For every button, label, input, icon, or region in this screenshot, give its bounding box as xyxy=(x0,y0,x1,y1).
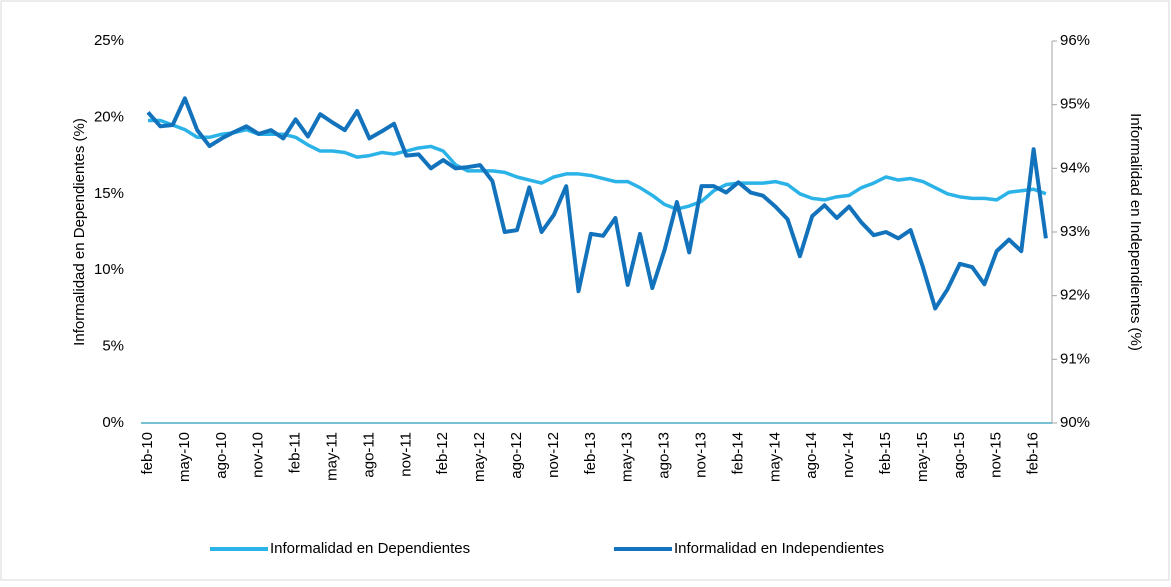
y2-tick-label: 94% xyxy=(1060,159,1090,176)
x-tick-label: may-14 xyxy=(766,432,783,482)
legend-label: Informalidad en Dependientes xyxy=(270,540,470,557)
x-tick-label: nov-13 xyxy=(692,432,709,478)
x-tick-label: feb-15 xyxy=(877,432,894,475)
y2-tick-label: 93% xyxy=(1060,223,1090,240)
y-tick-label: 10% xyxy=(94,261,124,278)
x-tick-label: feb-14 xyxy=(729,432,746,475)
x-tick-label: ago-14 xyxy=(803,432,820,479)
y2-tick-label: 92% xyxy=(1060,287,1090,304)
x-tick-label: may-11 xyxy=(323,432,340,481)
x-tick-label: may-15 xyxy=(914,432,931,482)
series-line xyxy=(146,96,1048,311)
x-tick-label: may-12 xyxy=(471,432,488,482)
y2-tick-label: 96% xyxy=(1060,32,1090,49)
x-tick-label: nov-11 xyxy=(397,432,414,477)
legend-label: Informalidad en Independientes xyxy=(674,540,884,557)
series-line xyxy=(148,118,1047,211)
y2-tick-label: 91% xyxy=(1060,350,1090,367)
x-tick-label: may-13 xyxy=(619,432,636,482)
x-tick-label: feb-16 xyxy=(1025,432,1042,475)
x-tick-label: ago-13 xyxy=(656,432,673,479)
y-tick-label: 0% xyxy=(102,414,124,431)
x-tick-label: ago-11 xyxy=(360,432,377,478)
x-tick-label: nov-12 xyxy=(545,432,562,478)
y-tick-label: 25% xyxy=(94,32,124,49)
y2-tick-label: 95% xyxy=(1060,96,1090,113)
x-tick-label: feb-10 xyxy=(139,432,156,475)
x-tick-label: feb-12 xyxy=(434,432,451,475)
y-tick-label: 5% xyxy=(102,338,124,355)
y2-tick-label: 90% xyxy=(1060,414,1090,431)
x-tick-label: nov-10 xyxy=(250,432,267,478)
y-axis-title: Informalidad en Dependientes (%) xyxy=(71,118,88,346)
x-tick-label: nov-14 xyxy=(840,432,857,478)
y2-axis-title: Informalidad en Independientes (%) xyxy=(1127,113,1144,351)
x-tick-label: feb-13 xyxy=(582,432,599,475)
y-tick-label: 15% xyxy=(94,185,124,202)
x-tick-label: ago-12 xyxy=(508,432,525,479)
x-tick-label: ago-15 xyxy=(951,432,968,479)
x-tick-label: nov-15 xyxy=(988,432,1005,478)
x-tick-label: feb-11 xyxy=(287,432,304,473)
x-tick-label: ago-10 xyxy=(213,432,230,479)
x-tick-label: may-10 xyxy=(176,432,193,482)
y-tick-label: 20% xyxy=(94,108,124,125)
